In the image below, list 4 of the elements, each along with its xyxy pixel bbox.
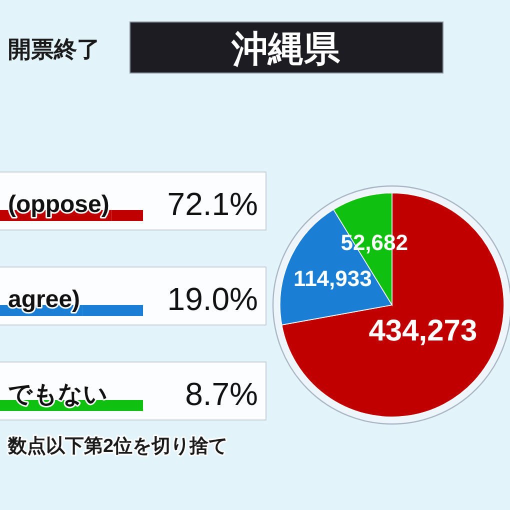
title: 沖縄県 xyxy=(130,22,444,74)
chart-title: 沖縄県 xyxy=(231,28,341,69)
notes: 数点以下第2位を切り捨て xyxy=(8,436,228,457)
subtitle: 開票終了 xyxy=(8,36,100,62)
